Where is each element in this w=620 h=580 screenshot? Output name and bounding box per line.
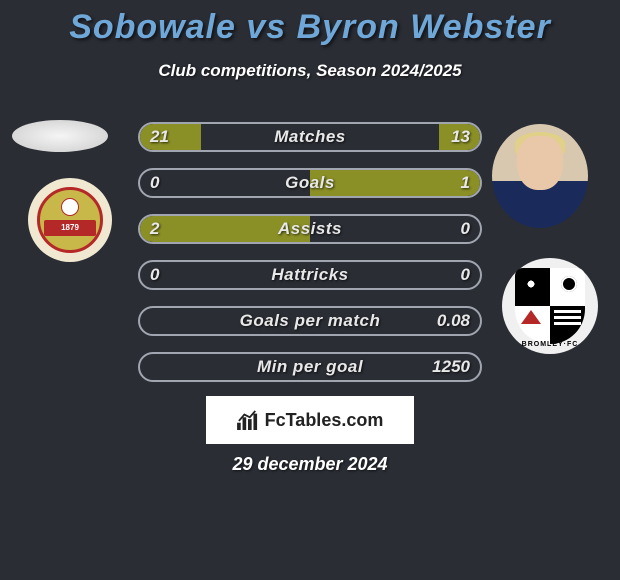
branding-text: FcTables.com (265, 410, 384, 431)
stat-row: 0Hattricks0 (138, 260, 482, 290)
comparison-title: Sobowale vs Byron Webster (0, 0, 620, 47)
stat-label: Hattricks (140, 265, 480, 285)
branding-badge[interactable]: FcTables.com (206, 396, 414, 444)
stat-row: 0Goals1 (138, 168, 482, 198)
stat-label: Goals (140, 173, 480, 193)
stat-row: 21Matches13 (138, 122, 482, 152)
fctables-icon (237, 410, 259, 430)
comparison-subtitle: Club competitions, Season 2024/2025 (0, 61, 620, 81)
stat-value-right: 1250 (432, 357, 470, 377)
stat-label: Min per goal (140, 357, 480, 377)
stat-row: Goals per match0.08 (138, 306, 482, 336)
stat-row: 2Assists0 (138, 214, 482, 244)
stat-value-right: 0 (461, 219, 470, 239)
stat-value-right: 13 (451, 127, 470, 147)
stat-label: Goals per match (140, 311, 480, 331)
stat-value-right: 1 (461, 173, 470, 193)
stat-value-right: 0 (461, 265, 470, 285)
stat-label: Assists (140, 219, 480, 239)
stat-label: Matches (140, 127, 480, 147)
stat-value-right: 0.08 (437, 311, 470, 331)
date-text: 29 december 2024 (0, 454, 620, 475)
stat-row: Min per goal1250 (138, 352, 482, 382)
stats-area: 21Matches130Goals12Assists00Hattricks0Go… (0, 122, 620, 398)
